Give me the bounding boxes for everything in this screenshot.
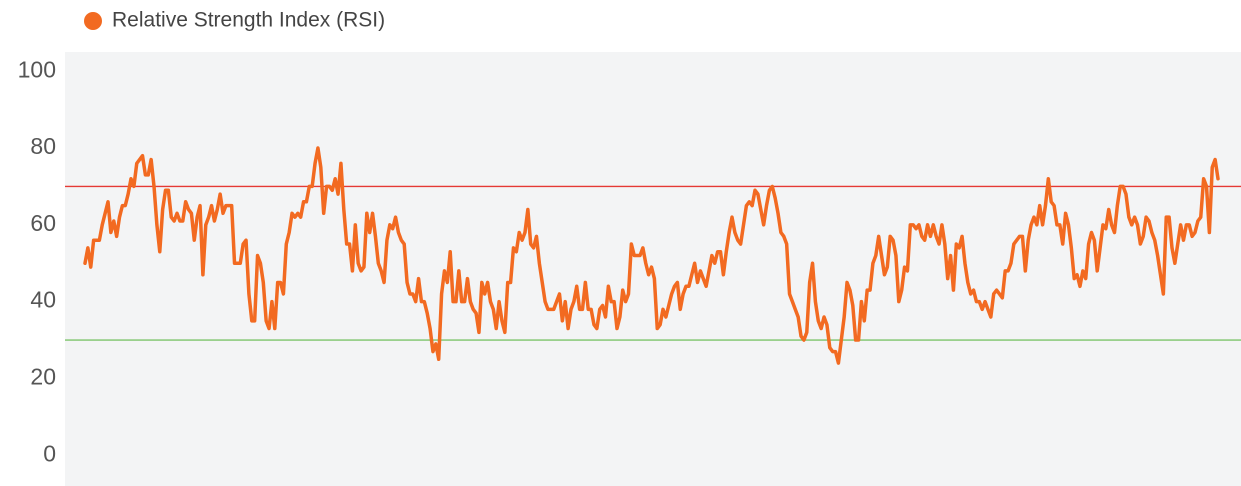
legend-label: Relative Strength Index (RSI) (112, 9, 385, 32)
y-tick-label: 60 (30, 210, 56, 236)
y-tick-label: 0 (43, 440, 56, 466)
legend-marker (84, 12, 102, 30)
y-tick-label: 80 (30, 133, 56, 159)
y-tick-label: 40 (30, 287, 56, 313)
rsi-line (83, 146, 1220, 365)
legend: Relative Strength Index (RSI) (84, 9, 385, 32)
y-tick-label: 100 (18, 56, 56, 82)
y-tick-label: 20 (30, 364, 56, 390)
